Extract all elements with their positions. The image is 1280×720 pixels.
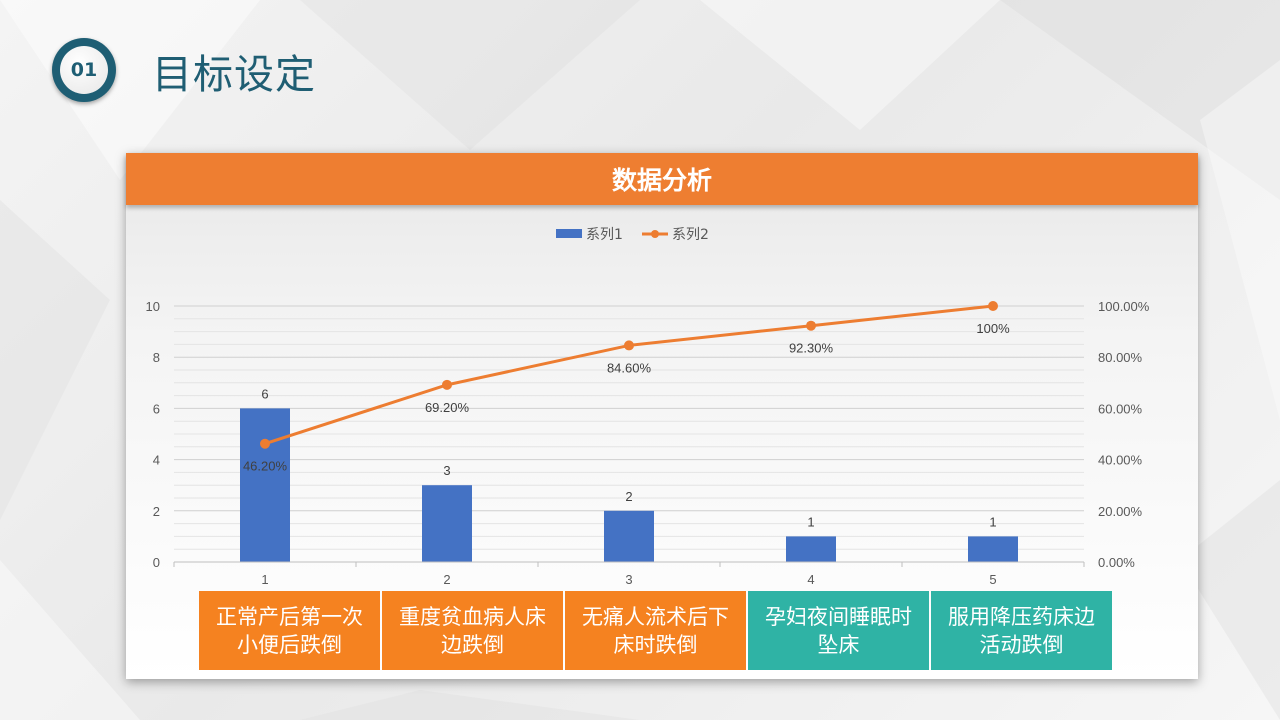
category-box: 正常产后第一次小便后跌倒 <box>199 591 380 670</box>
bar-data-label: 3 <box>443 463 450 478</box>
y-right-tick-label: 100.00% <box>1098 299 1150 314</box>
line-point <box>624 340 634 351</box>
legend-marker-series2 <box>651 230 659 238</box>
y-right-tick-label: 0.00% <box>1098 555 1135 570</box>
line-point <box>260 438 270 449</box>
page-title: 目标设定 <box>152 52 316 98</box>
bar <box>604 510 654 562</box>
bar <box>968 536 1018 562</box>
y-right-tick-label: 60.00% <box>1098 401 1143 416</box>
legend-label-series2: 系列2 <box>672 227 709 243</box>
y-right-tick-label: 20.00% <box>1098 504 1143 519</box>
category-box-row: 正常产后第一次小便后跌倒 重度贫血病人床边跌倒 无痛人流术后下床时跌倒 孕妇夜间睡眠时… <box>199 591 1117 670</box>
legend-swatch-series1 <box>556 229 582 238</box>
y-left-tick-label: 2 <box>153 504 160 519</box>
category-box: 孕妇夜间睡眠时坠床 <box>748 591 929 670</box>
bar <box>422 485 472 562</box>
bar-data-label: 6 <box>261 386 268 401</box>
category-box: 服用降压药床边活动跌倒 <box>931 591 1112 670</box>
x-tick-label: 5 <box>989 572 996 587</box>
bar <box>786 536 836 562</box>
line-data-label: 100% <box>976 321 1010 336</box>
category-box: 重度贫血病人床边跌倒 <box>382 591 563 670</box>
line-data-label: 92.30% <box>789 341 834 356</box>
section-number-badge: 01 <box>52 38 116 102</box>
y-right-tick-label: 80.00% <box>1098 350 1143 365</box>
bar-data-label: 1 <box>807 514 814 529</box>
y-left-tick-label: 8 <box>153 350 160 365</box>
x-tick-label: 2 <box>443 572 450 587</box>
category-box: 无痛人流术后下床时跌倒 <box>565 591 746 670</box>
line-data-label: 46.20% <box>243 459 288 474</box>
bar-data-label: 1 <box>989 514 996 529</box>
line-data-label: 84.60% <box>607 360 652 375</box>
line-point <box>806 320 816 331</box>
y-left-tick-label: 10 <box>146 299 160 314</box>
legend-label-series1: 系列1 <box>586 227 623 243</box>
x-tick-label: 4 <box>807 572 814 587</box>
chart-card: 数据分析 0 2 4 6 8 10 0.00% 20.00% 40.00% 60.00% 80.00… <box>126 153 1198 679</box>
y-left-tick-label: 6 <box>153 401 160 416</box>
y-right-tick-label: 40.00% <box>1098 453 1143 468</box>
x-tick-label: 3 <box>625 572 632 587</box>
card-title: 数据分析 <box>126 153 1198 205</box>
y-left-tick-label: 0 <box>153 555 160 570</box>
y-left-tick-label: 4 <box>153 453 160 468</box>
section-number: 01 <box>60 46 108 94</box>
line-data-label: 69.20% <box>425 400 470 415</box>
x-tick-label: 1 <box>261 572 268 587</box>
pareto-chart: 02468100.00%20.00%40.00%60.00%80.00%100.… <box>146 227 1150 587</box>
line-point <box>988 301 998 311</box>
bar-data-label: 2 <box>625 489 632 504</box>
line-point <box>442 379 452 390</box>
bar <box>240 408 290 562</box>
